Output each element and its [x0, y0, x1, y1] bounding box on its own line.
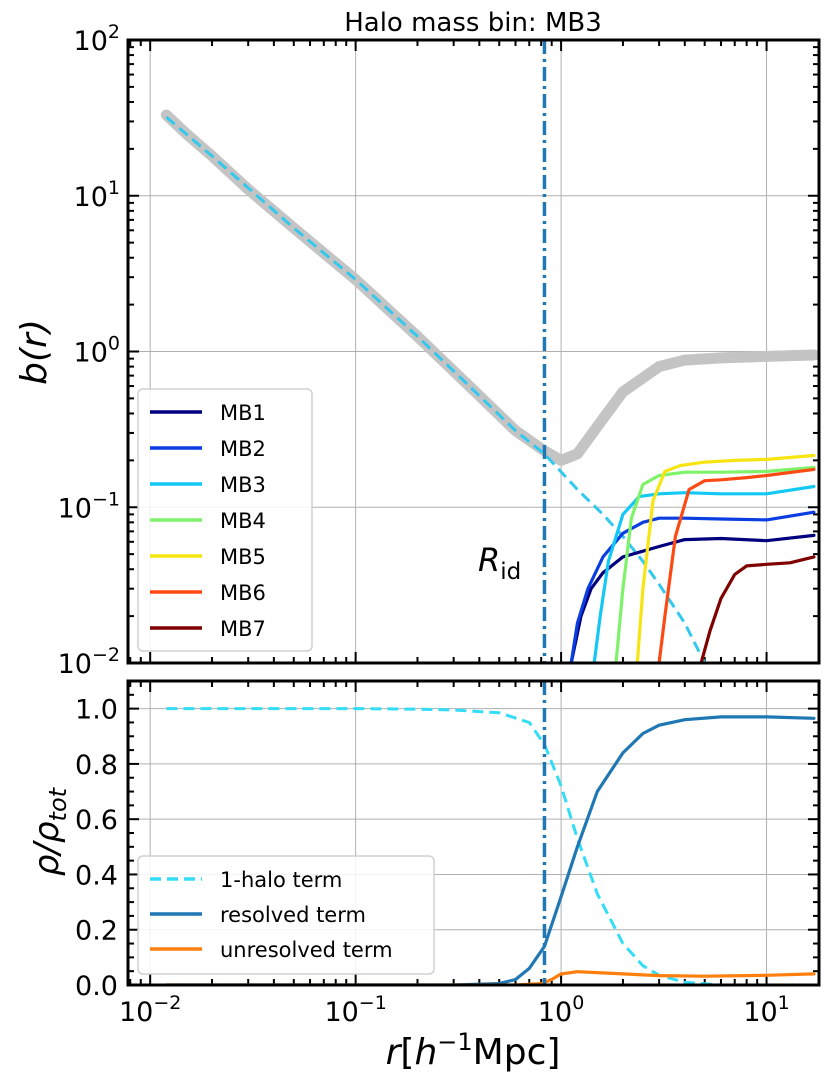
- legend-label: MB4: [220, 509, 266, 533]
- series-line-mb3: [592, 484, 816, 663]
- legend-frame: [137, 855, 435, 975]
- y-tick-label: 0.0: [75, 971, 118, 1002]
- axes-frame: [126, 38, 821, 665]
- legend-label: MB6: [220, 581, 266, 605]
- legend-item: 1-halo term: [150, 868, 342, 892]
- x-tick-label: 101: [743, 992, 789, 1028]
- axes-frame: [126, 679, 821, 987]
- series-line-unresolved-term: [164, 970, 816, 985]
- legend-label: unresolved term: [220, 938, 393, 962]
- legend-label: MB2: [220, 437, 266, 461]
- x-tick-label: 10−2: [119, 992, 181, 1028]
- legend: 1-halo term resolved term unresolved term: [137, 855, 435, 975]
- series-line-mb1: [569, 533, 816, 663]
- y-tick-label: 0.4: [75, 860, 118, 891]
- y-tick-label: 102: [74, 21, 120, 57]
- r-id-label: Rid: [478, 541, 521, 585]
- y-tick-label: 10−2: [58, 644, 120, 680]
- x-tick-label: 100: [538, 992, 584, 1028]
- series-line-mb2: [569, 510, 816, 663]
- legend-item: MB5: [150, 545, 266, 569]
- y-tick-label: 0.6: [75, 805, 118, 836]
- series-line-mb5: [635, 453, 816, 663]
- legend: MB1 MB2 MB3 MB4 MB5 MB6 MB7: [137, 388, 313, 652]
- y-tick-label: 0.2: [75, 916, 118, 947]
- series-line-mb6: [657, 467, 816, 663]
- legend-frame: [137, 388, 313, 652]
- y-tick-label: 1.0: [75, 695, 118, 726]
- legend-item: MB2: [150, 437, 266, 461]
- x-tick-label: 10−1: [324, 992, 386, 1028]
- legend-item: MB6: [150, 581, 266, 605]
- y-axis-label: b(r): [14, 319, 55, 385]
- legend-item: MB3: [150, 473, 266, 497]
- legend-item: MB1: [150, 401, 266, 425]
- legend-label: MB7: [220, 617, 266, 641]
- chart-title: Halo mass bin: MB3: [344, 8, 602, 38]
- legend-item: MB4: [150, 509, 266, 533]
- series-line-1-halo-term: [166, 707, 814, 985]
- top-panel: 10−2 10−1 100 101 102 Halo mass bin: MB3 b(r) R…: [14, 8, 821, 680]
- y-axis-label: ρ/ρtot: [27, 786, 72, 876]
- legend-label: MB5: [220, 545, 266, 569]
- bottom-panel: 0.0 0.2 0.4 0.6 0.8 1.0 10−2 10−1 100 101 ρ/ρtot r[…: [27, 679, 821, 1073]
- y-tick-label: 101: [74, 177, 120, 213]
- series-line-mb4: [614, 465, 816, 663]
- legend-item: resolved term: [150, 903, 366, 927]
- legend-label: 1-halo term: [220, 868, 342, 892]
- series-line-mb7: [699, 555, 816, 663]
- x-axis-label: r[h−1Mpc]: [386, 1028, 561, 1073]
- y-tick-label: 10−1: [58, 488, 120, 524]
- legend-item: unresolved term: [150, 938, 393, 962]
- legend-item: MB7: [150, 617, 266, 641]
- series-line-1: [165, 115, 707, 663]
- legend-label: MB3: [220, 473, 266, 497]
- legend-label: resolved term: [220, 903, 366, 927]
- legend-label: MB1: [220, 401, 266, 425]
- y-tick-label: 0.8: [75, 750, 118, 781]
- y-tick-label: 100: [74, 333, 120, 369]
